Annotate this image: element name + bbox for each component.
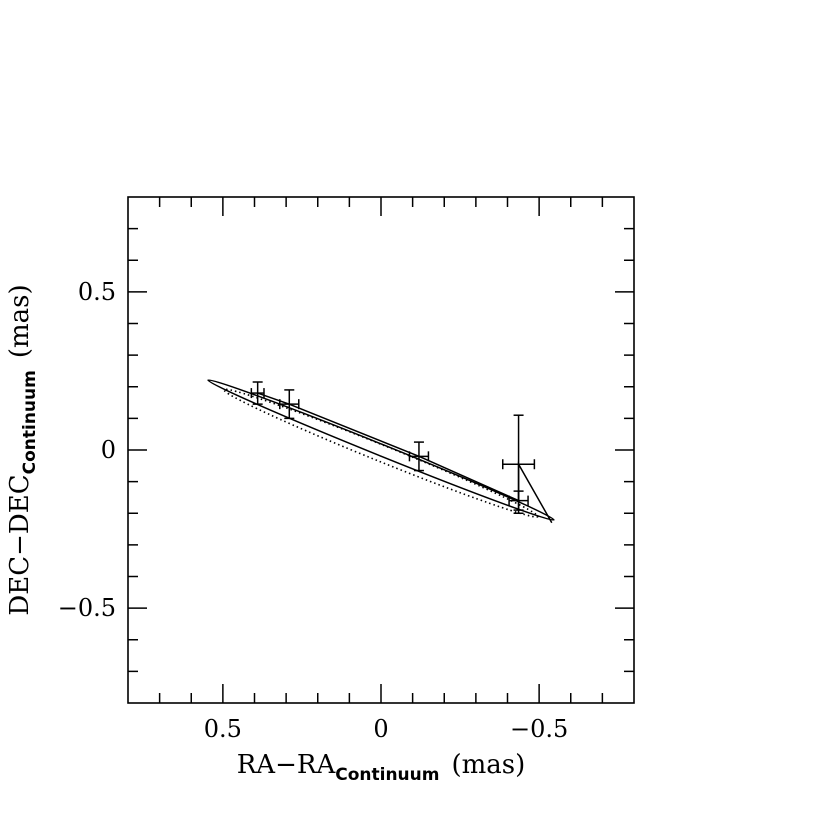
connecting-path — [257, 392, 553, 524]
ellipses — [207, 379, 555, 521]
x-axis-label: RA−RAContinuum (mas) — [237, 750, 526, 785]
y-axis-label-subscript: Continuum — [20, 370, 40, 474]
y-tick-label: 0 — [101, 436, 116, 464]
plot-frame — [127, 196, 635, 704]
major-ticks — [128, 197, 634, 703]
y-axis-label-unit: (mas) — [5, 284, 35, 358]
data-point — [508, 490, 529, 511]
x-tick-label: 0 — [373, 715, 388, 743]
data-point — [250, 381, 265, 405]
dotted-ellipse — [223, 388, 539, 518]
x-axis-label-unit: (mas) — [451, 750, 525, 780]
data-point — [408, 441, 430, 472]
x-tick-labels: 0.5 0 −0.5 — [204, 715, 568, 743]
y-tick-label: 0.5 — [78, 278, 116, 306]
y-axis-label: DEC−DECContinuum (mas) — [5, 284, 40, 615]
data-point — [279, 389, 300, 420]
x-tick-label: 0.5 — [204, 715, 242, 743]
y-tick-labels: −0.5 0 0.5 — [58, 278, 116, 622]
data-points-layer — [250, 381, 536, 514]
x-axis-label-subscript: Continuum — [335, 765, 439, 785]
y-axis-label-main: DEC−DEC — [5, 474, 35, 615]
x-axis-label-main: RA−RA — [237, 750, 337, 780]
x-tick-label: −0.5 — [510, 715, 568, 743]
connecting-path-layer — [257, 392, 553, 524]
y-tick-label: −0.5 — [58, 594, 116, 622]
minor-ticks — [128, 197, 634, 703]
